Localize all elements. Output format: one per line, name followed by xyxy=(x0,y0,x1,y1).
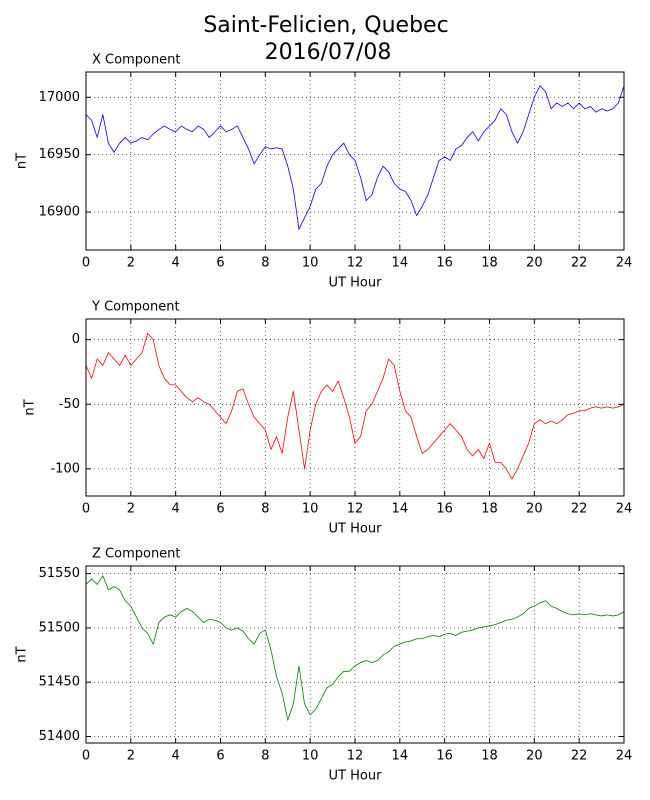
x-tick-label: 4 xyxy=(172,502,180,517)
x-axis-label: UT Hour xyxy=(329,276,383,291)
y-tick-label: 51450 xyxy=(39,675,80,690)
x-tick-label: 2 xyxy=(127,256,135,271)
x-tick-label: 6 xyxy=(216,749,224,764)
subplot-title: X Component xyxy=(92,53,181,68)
x-tick-label: 22 xyxy=(571,256,588,271)
x-tick-label: 18 xyxy=(481,749,498,764)
x-tick-label: 20 xyxy=(526,256,543,271)
x-tick-label: 6 xyxy=(216,256,224,271)
x-tick-label: 8 xyxy=(261,749,269,764)
y-tick-label: 16950 xyxy=(39,147,80,162)
x-tick-label: 2 xyxy=(127,749,135,764)
x-tick-label: 12 xyxy=(347,256,364,271)
x-tick-label: 16 xyxy=(436,502,453,517)
figure-title: Saint-Felicien, Quebec xyxy=(203,13,448,38)
x-tick-label: 16 xyxy=(436,749,453,764)
x-tick-label: 14 xyxy=(392,502,409,517)
x-tick-label: 4 xyxy=(172,749,180,764)
figure-subtitle: 2016/07/08 xyxy=(265,40,392,65)
x-tick-label: 24 xyxy=(616,256,633,271)
y-tick-label: 17000 xyxy=(39,90,80,105)
x-tick-label: 24 xyxy=(616,749,633,764)
x-tick-label: 10 xyxy=(302,256,319,271)
x-tick-label: 0 xyxy=(82,749,90,764)
x-tick-label: 18 xyxy=(481,502,498,517)
x-tick-label: 4 xyxy=(172,256,180,271)
x-tick-label: 12 xyxy=(347,749,364,764)
data-line xyxy=(85,575,625,721)
x-tick-label: 16 xyxy=(436,256,453,271)
x-tick-label: 22 xyxy=(571,502,588,517)
y-tick-label: 51550 xyxy=(39,566,80,581)
data-line xyxy=(85,332,625,480)
x-tick-label: 14 xyxy=(392,749,409,764)
x-tick-label: 18 xyxy=(481,256,498,271)
y-axis-label: nT xyxy=(23,399,38,415)
x-tick-label: 8 xyxy=(261,256,269,271)
x-tick-label: 6 xyxy=(216,502,224,517)
y-axis-label: nT xyxy=(15,153,30,169)
x-tick-label: 10 xyxy=(302,502,319,517)
x-tick-label: 20 xyxy=(526,749,543,764)
y-axis-label: nT xyxy=(15,646,30,662)
plot-frame xyxy=(85,565,625,744)
y-tick-label: 51500 xyxy=(39,620,80,635)
x-tick-label: 20 xyxy=(526,502,543,517)
x-tick-label: 0 xyxy=(82,256,90,271)
y-tick-label: 16900 xyxy=(39,205,80,220)
x-tick-label: 14 xyxy=(392,256,409,271)
x-tick-label: 0 xyxy=(82,502,90,517)
x-tick-label: 24 xyxy=(616,502,633,517)
x-axis-label: UT Hour xyxy=(329,522,383,537)
data-line xyxy=(85,85,625,230)
x-tick-label: 10 xyxy=(302,749,319,764)
y-tick-label: -100 xyxy=(50,461,80,476)
x-tick-label: 22 xyxy=(571,749,588,764)
y-tick-label: 0 xyxy=(72,332,80,347)
x-axis-label: UT Hour xyxy=(329,769,383,784)
subplot-title: Y Component xyxy=(91,300,180,315)
subplot-title: Z Component xyxy=(92,547,181,562)
y-tick-label: -50 xyxy=(59,397,80,412)
plot-frame xyxy=(85,318,625,497)
y-tick-label: 51400 xyxy=(39,729,80,744)
plot-frame xyxy=(85,71,625,251)
x-tick-label: 12 xyxy=(347,502,364,517)
x-tick-label: 8 xyxy=(261,502,269,517)
x-tick-label: 2 xyxy=(127,502,135,517)
